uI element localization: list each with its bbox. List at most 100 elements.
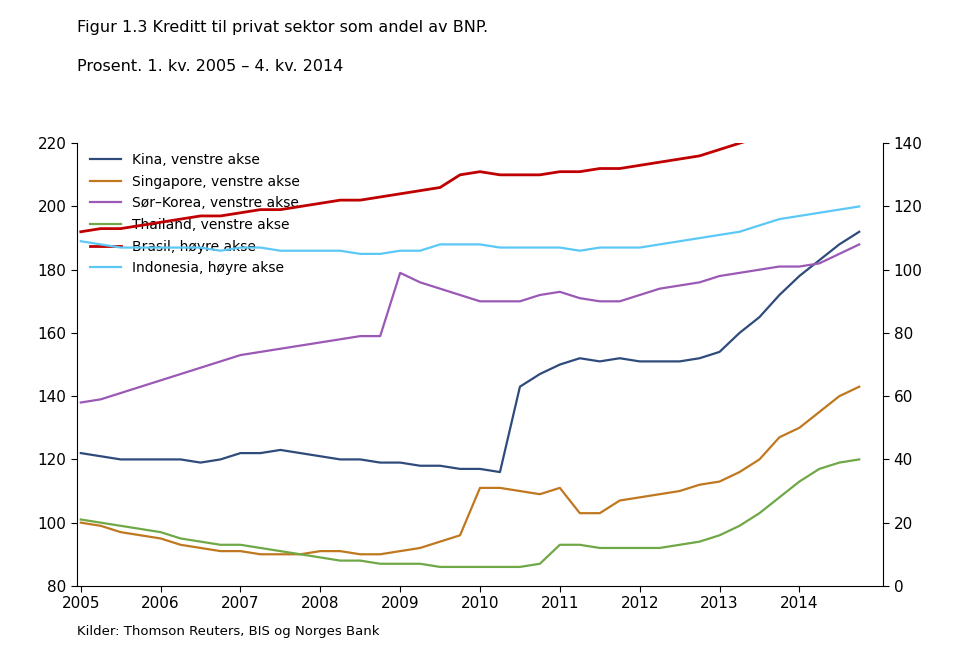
Indonesia, høyre akse [275, 247, 286, 255]
Kina, venstre akse [634, 357, 645, 365]
Kina, venstre akse [115, 456, 127, 464]
Sør–Korea, venstre akse [155, 376, 166, 384]
Thailand, venstre akse [434, 563, 445, 571]
Sør–Korea, venstre akse [714, 272, 726, 280]
Thailand, venstre akse [714, 531, 726, 539]
Indonesia, høyre akse [594, 243, 606, 251]
Singapore, venstre akse [474, 484, 486, 492]
Indonesia, høyre akse [694, 234, 706, 242]
Thailand, venstre akse [574, 541, 586, 549]
Sør–Korea, venstre akse [833, 250, 845, 258]
Brasil, høyre akse [733, 139, 745, 147]
Brasil, høyre akse [853, 92, 865, 100]
Kina, venstre akse [275, 446, 286, 454]
Brasil, høyre akse [374, 193, 386, 201]
Sør–Korea, venstre akse [415, 279, 426, 286]
Brasil, høyre akse [75, 228, 86, 236]
Text: Prosent. 1. kv. 2005 – 4. kv. 2014: Prosent. 1. kv. 2005 – 4. kv. 2014 [77, 59, 343, 74]
Brasil, høyre akse [415, 187, 426, 195]
Thailand, venstre akse [654, 544, 665, 552]
Indonesia, høyre akse [334, 247, 346, 255]
Brasil, høyre akse [215, 212, 227, 220]
Kina, venstre akse [534, 370, 545, 378]
Sør–Korea, venstre akse [234, 351, 246, 359]
Brasil, høyre akse [175, 215, 186, 223]
Thailand, venstre akse [195, 538, 206, 546]
Indonesia, høyre akse [215, 247, 227, 255]
Sør–Korea, venstre akse [813, 260, 825, 268]
Sør–Korea, venstre akse [733, 269, 745, 277]
Brasil, høyre akse [115, 225, 127, 232]
Singapore, venstre akse [714, 478, 726, 486]
Indonesia, høyre akse [234, 243, 246, 251]
Sør–Korea, venstre akse [534, 291, 545, 299]
Kina, venstre akse [733, 329, 745, 337]
Sør–Korea, venstre akse [694, 279, 706, 286]
Singapore, venstre akse [95, 522, 107, 530]
Indonesia, høyre akse [155, 243, 166, 251]
Indonesia, høyre akse [295, 247, 306, 255]
Singapore, venstre akse [434, 538, 445, 546]
Indonesia, høyre akse [254, 243, 266, 251]
Sør–Korea, venstre akse [454, 291, 466, 299]
Text: Figur 1.3 Kreditt til privat sektor som andel av BNP.: Figur 1.3 Kreditt til privat sektor som … [77, 20, 488, 35]
Kina, venstre akse [295, 449, 306, 457]
Kina, venstre akse [674, 357, 685, 365]
Thailand, venstre akse [813, 465, 825, 473]
Singapore, venstre akse [254, 550, 266, 558]
Kina, venstre akse [754, 313, 765, 321]
Brasil, høyre akse [833, 98, 845, 106]
Indonesia, høyre akse [415, 247, 426, 255]
Singapore, venstre akse [654, 490, 665, 498]
Kina, venstre akse [694, 354, 706, 362]
Kina, venstre akse [254, 449, 266, 457]
Indonesia, høyre akse [733, 228, 745, 236]
Thailand, venstre akse [395, 560, 406, 568]
Sør–Korea, venstre akse [654, 284, 665, 292]
Kina, venstre akse [215, 456, 227, 464]
Sør–Korea, venstre akse [634, 291, 645, 299]
Singapore, venstre akse [415, 544, 426, 552]
Sør–Korea, venstre akse [374, 332, 386, 340]
Brasil, høyre akse [494, 171, 506, 179]
Line: Brasil, høyre akse: Brasil, høyre akse [81, 96, 859, 232]
Thailand, venstre akse [554, 541, 565, 549]
Brasil, høyre akse [95, 225, 107, 232]
Kina, venstre akse [155, 456, 166, 464]
Sør–Korea, venstre akse [115, 389, 127, 397]
Kina, venstre akse [334, 456, 346, 464]
Kina, venstre akse [833, 240, 845, 248]
Singapore, venstre akse [574, 509, 586, 517]
Thailand, venstre akse [474, 563, 486, 571]
Sør–Korea, venstre akse [794, 262, 805, 270]
Line: Indonesia, høyre akse: Indonesia, høyre akse [81, 206, 859, 254]
Thailand, venstre akse [833, 459, 845, 467]
Indonesia, høyre akse [774, 215, 785, 223]
Kina, venstre akse [774, 291, 785, 299]
Thailand, venstre akse [674, 541, 685, 549]
Thailand, venstre akse [515, 563, 526, 571]
Indonesia, høyre akse [515, 243, 526, 251]
Sør–Korea, venstre akse [195, 364, 206, 372]
Indonesia, høyre akse [75, 238, 86, 245]
Indonesia, høyre akse [434, 240, 445, 248]
Indonesia, høyre akse [534, 243, 545, 251]
Indonesia, høyre akse [574, 247, 586, 255]
Singapore, venstre akse [515, 487, 526, 495]
Brasil, høyre akse [714, 146, 726, 154]
Singapore, venstre akse [215, 547, 227, 555]
Thailand, venstre akse [354, 557, 366, 564]
Kina, venstre akse [794, 272, 805, 280]
Sør–Korea, venstre akse [95, 395, 107, 403]
Sør–Korea, venstre akse [135, 383, 147, 391]
Kina, venstre akse [315, 452, 326, 460]
Sør–Korea, venstre akse [774, 262, 785, 270]
Kina, venstre akse [415, 462, 426, 469]
Thailand, venstre akse [315, 553, 326, 561]
Thailand, venstre akse [853, 456, 865, 464]
Thailand, venstre akse [75, 516, 86, 523]
Brasil, høyre akse [315, 199, 326, 207]
Indonesia, høyre akse [754, 221, 765, 229]
Sør–Korea, venstre akse [594, 298, 606, 305]
Brasil, høyre akse [574, 168, 586, 176]
